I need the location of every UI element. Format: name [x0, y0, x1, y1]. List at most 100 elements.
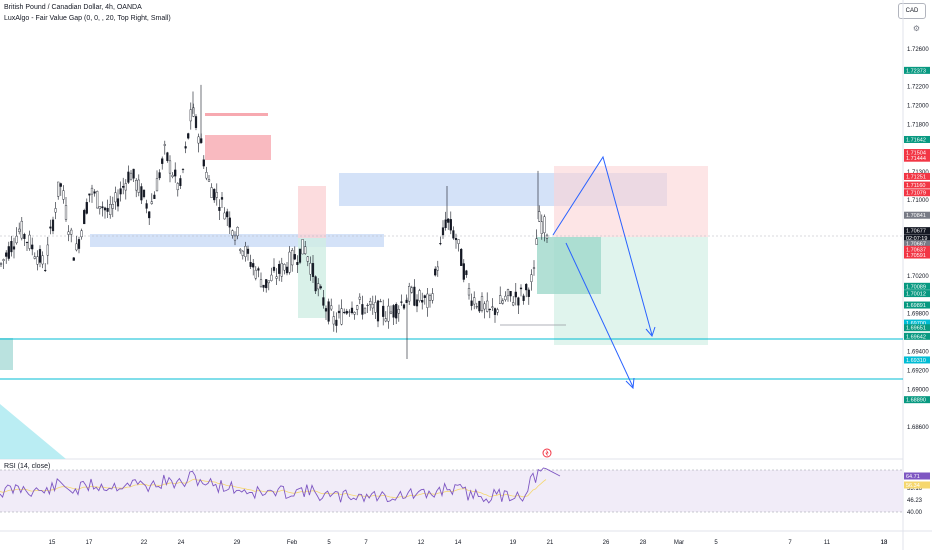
- candle-down: [249, 261, 252, 267]
- candle-down: [322, 297, 325, 306]
- candle-down: [5, 252, 8, 257]
- price-tag-label: 1.71504: [906, 151, 926, 157]
- candle-up: [532, 267, 536, 269]
- price-tag-label: 1.70637: [906, 247, 926, 253]
- candle-down: [296, 262, 299, 265]
- price-tag: [904, 135, 930, 143]
- candle-down: [51, 219, 55, 232]
- candle-down: [434, 268, 437, 276]
- candle-down: [478, 300, 481, 312]
- candle-up: [54, 208, 57, 213]
- candle-down: [202, 159, 205, 167]
- price-tick-label: 1.71000: [907, 198, 929, 204]
- candle-up: [332, 316, 335, 325]
- price-tick-label: 1.69200: [907, 368, 929, 374]
- candle-down: [145, 203, 148, 209]
- currency-selector[interactable]: CAD: [898, 3, 926, 19]
- price-tag-label: 1.70841: [906, 213, 926, 219]
- candle-up: [109, 204, 112, 216]
- candle-down: [509, 291, 512, 297]
- price-tag-label: 1.69700: [906, 321, 926, 327]
- time-tick-label: Mar: [674, 540, 684, 546]
- candle-up: [239, 249, 242, 251]
- rsi-band: [0, 470, 903, 512]
- rsi-tag-label: 64.71: [906, 474, 920, 480]
- candle-down: [265, 279, 268, 289]
- candle-up: [46, 244, 49, 256]
- candle-up: [418, 290, 421, 301]
- candle-down: [187, 133, 190, 139]
- candle-up: [512, 302, 515, 306]
- candle-up: [543, 216, 546, 234]
- candle-up: [2, 259, 5, 261]
- candle-down: [38, 249, 42, 263]
- candle-up: [506, 289, 510, 296]
- time-tick-label: 18: [881, 540, 888, 546]
- price-tag: [904, 282, 930, 290]
- candle-up: [291, 250, 294, 266]
- candle-down: [179, 178, 182, 186]
- candle-up: [457, 239, 460, 244]
- time-tick-label: 17: [86, 540, 93, 546]
- candle-up: [496, 309, 499, 313]
- candle-up: [473, 297, 476, 305]
- candle-up: [41, 255, 44, 265]
- candle-down: [23, 234, 26, 239]
- projection-arrow-2-head: [625, 377, 635, 390]
- price-tag-label: 1.71444: [906, 156, 926, 162]
- price-tag: [904, 149, 930, 157]
- candle-down: [454, 238, 458, 241]
- candle-down: [116, 198, 120, 207]
- candle-down: [257, 268, 260, 271]
- candle-up: [155, 178, 159, 192]
- candle-up: [236, 227, 239, 237]
- candle-up: [163, 144, 166, 146]
- price-tag-label: 1.70667: [906, 242, 926, 248]
- projection-arrow-2[interactable]: [565, 242, 634, 388]
- candle-up: [397, 309, 400, 314]
- price-axis[interactable]: 1.72600 1.72200 1.72000 1.71800 1.71300 1.710…: [904, 47, 930, 431]
- candle-up: [215, 192, 218, 198]
- candle-down: [522, 295, 525, 301]
- candle-up: [283, 264, 286, 271]
- candle-up: [124, 183, 127, 191]
- candle-up: [301, 239, 304, 255]
- price-tag: [904, 211, 930, 219]
- candle-down: [140, 186, 143, 201]
- price-tick-label: 1.71300: [907, 170, 929, 176]
- price-tag: [904, 319, 930, 327]
- rsi-tag-label: 56.34: [906, 483, 920, 489]
- candle-up: [374, 302, 377, 313]
- candle-down: [376, 300, 380, 322]
- candle-down: [447, 218, 450, 223]
- candle-up: [28, 234, 31, 249]
- price-tag: [904, 66, 930, 74]
- candle-up: [353, 312, 356, 315]
- candle-up: [171, 174, 174, 177]
- candle-down: [220, 197, 224, 200]
- candle-down: [44, 269, 47, 271]
- candle-up: [254, 269, 257, 279]
- settings-gear-icon[interactable]: ⚙: [912, 24, 920, 33]
- candle-down: [465, 270, 468, 276]
- stop-loss-zone: [554, 166, 708, 237]
- price-tick-label: 1.72600: [907, 47, 929, 53]
- candle-up: [540, 221, 543, 234]
- price-tick-label: 1.71800: [907, 123, 929, 129]
- price-tag-label: 1.69651: [906, 326, 926, 332]
- candle-up: [259, 279, 263, 288]
- price-tag-label: 1.71160: [906, 183, 925, 189]
- candle-down: [452, 230, 455, 239]
- candle-down: [7, 246, 10, 259]
- candle-up: [538, 211, 541, 222]
- candle-down: [392, 305, 395, 318]
- candle-down: [77, 239, 81, 249]
- candle-up: [36, 256, 39, 265]
- projection-arrow-1[interactable]: [552, 155, 653, 336]
- candle-up: [98, 206, 101, 210]
- candle-down: [439, 243, 442, 245]
- candle-up: [231, 230, 234, 236]
- candle-down: [350, 307, 354, 314]
